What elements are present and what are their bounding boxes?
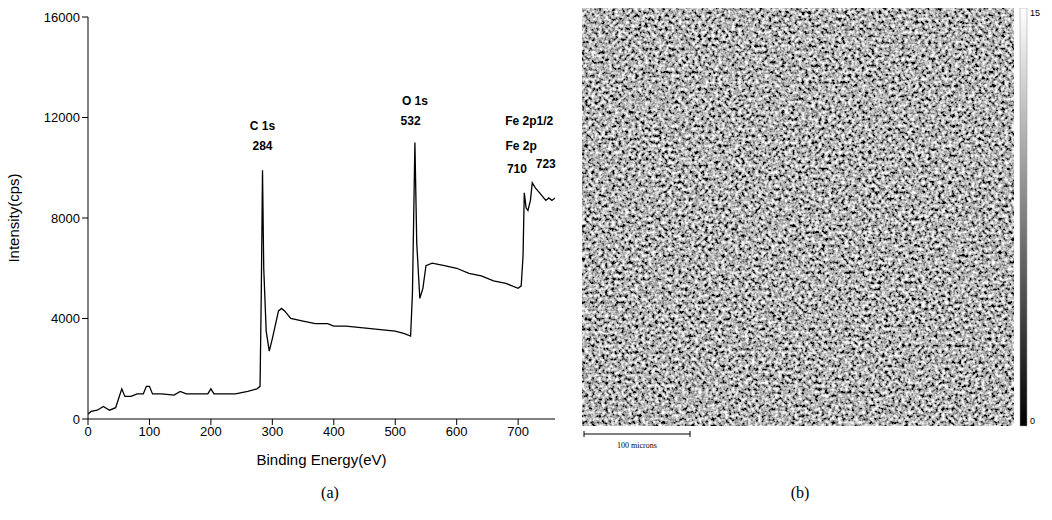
svg-text:Fe 2p: Fe 2p (506, 139, 537, 153)
svg-text:500: 500 (384, 424, 406, 439)
svg-text:700: 700 (507, 424, 529, 439)
svg-text:4000: 4000 (51, 311, 80, 326)
svg-text:100: 100 (139, 424, 161, 439)
svg-text:0: 0 (1030, 416, 1035, 426)
svg-text:710: 710 (507, 162, 527, 176)
svg-text:532: 532 (401, 114, 421, 128)
html-text:(b): (b) (790, 484, 810, 501)
svg-text:100 microns: 100 microns (617, 441, 657, 450)
svg-text:723: 723 (536, 157, 556, 171)
html-text:(a): (a) (321, 484, 339, 501)
svg-text:O 1s: O 1s (402, 94, 428, 108)
svg-text:0: 0 (73, 412, 80, 427)
svg-text:Binding Energy(eV): Binding Energy(eV) (256, 451, 386, 468)
svg-text:600: 600 (446, 424, 468, 439)
svg-text:200: 200 (200, 424, 222, 439)
svg-text:0: 0 (84, 424, 91, 439)
svg-text:Fe 2p1/2: Fe 2p1/2 (505, 114, 553, 128)
svg-text:284: 284 (252, 139, 272, 153)
svg-text:8000: 8000 (51, 211, 80, 226)
svg-text:400: 400 (323, 424, 345, 439)
svg-text:12000: 12000 (44, 110, 80, 125)
svg-text:300: 300 (261, 424, 283, 439)
svg-text:C 1s: C 1s (250, 119, 276, 133)
svg-text:Intensity(cps): Intensity(cps) (5, 173, 22, 262)
svg-text:15: 15 (1030, 8, 1040, 18)
svg-text:16000: 16000 (44, 10, 80, 25)
